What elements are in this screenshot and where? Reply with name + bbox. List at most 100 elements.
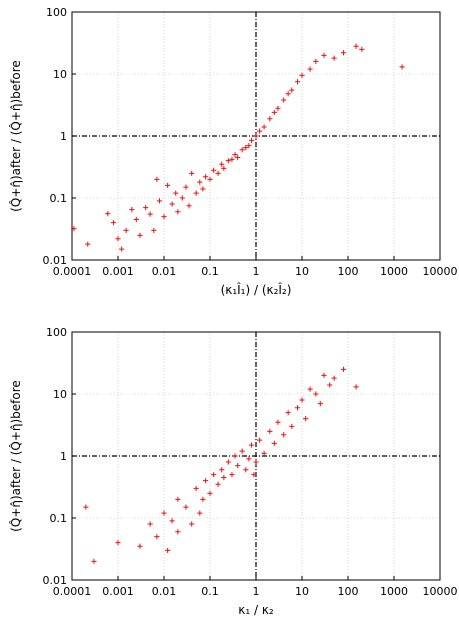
y-axis-label: (Q̂+η̂)after / (Q̂+η̂)before [9,60,23,212]
data-point [281,432,287,438]
data-point [175,496,181,502]
x-tick-label: 10 [295,585,309,598]
data-point [129,206,135,213]
data-point [271,440,277,446]
data-point [257,128,263,134]
data-point [271,109,277,116]
data-point [340,50,347,56]
x-tick-label: 0.01 [152,585,177,598]
data-point [165,182,171,188]
data-point [137,543,143,549]
data-point [186,203,192,209]
data-point [232,453,238,459]
data-point [299,72,305,78]
y-tick-label: 0.1 [50,192,68,205]
y-tick-label: 10 [53,68,67,81]
x-axis-label: κ₁ / κ₂ [238,603,274,617]
scatter-plot-bottom: 0.0001 0.001 0.01 0.1 1 10 100 1000 10000 0.01 0.1… [9,326,458,617]
data-point [331,375,337,381]
data-point [267,428,273,434]
data-point [243,144,249,151]
data-point [193,190,199,196]
data-point [331,55,337,61]
data-point [275,105,281,111]
data-point [165,547,171,554]
data-point [243,467,249,473]
data-point [261,124,267,130]
data-point [225,158,231,164]
x-tick-label: 10000 [423,265,458,278]
data-point [119,246,125,252]
data-point [281,97,287,103]
data-point [257,437,263,443]
data-point [175,529,181,535]
data-point [115,540,121,546]
data-point [313,391,319,397]
data-point [275,419,281,425]
data-point [359,46,365,52]
plot-frame [71,331,441,581]
data-point [251,472,257,478]
data-point [207,490,213,496]
y-tick-label: 100 [46,6,67,19]
data-point [197,179,203,185]
data-point [353,43,359,49]
data-point [169,518,175,524]
data-point [161,214,167,220]
data-point [289,423,295,430]
data-point [200,186,206,192]
y-tick-label: 0.01 [43,574,68,587]
data-point [151,227,157,234]
x-tick-label: 0.0001 [53,265,92,278]
y-tick-label: 0.01 [43,254,68,267]
y-tick-label: 0.1 [50,512,68,525]
data-point [285,91,291,97]
y-tick-label: 100 [46,326,67,339]
data-point [183,504,189,510]
data-point [307,66,313,72]
data-point [294,405,301,411]
x-tick-label: 0.1 [201,585,219,598]
y-tick-label: 10 [53,388,67,401]
data-point [399,64,405,70]
data-point [248,442,255,448]
data-point [143,205,149,211]
data-point [193,485,199,492]
data-point [232,152,238,158]
data-point [197,510,203,516]
x-tick-label: 0.001 [102,585,134,598]
data-point [207,176,213,182]
x-tick-label: 0.0001 [53,585,92,598]
data-point [313,58,319,64]
data-point [83,504,89,510]
x-tick-label: 100 [338,585,359,598]
data-point [317,401,323,407]
data-point [179,195,185,201]
data-point [156,198,163,204]
data-point [202,174,209,180]
data-point [340,366,347,372]
data-point [85,241,91,247]
data-point [261,450,267,457]
data-point [321,372,327,378]
data-point [154,534,160,540]
x-tick-label: 0.1 [201,265,219,278]
scatter-plot-top: 0.0001 0.001 0.01 0.1 1 10 100 1000 10000 0.01 0.1… [9,6,458,297]
data-point [225,459,231,465]
x-tick-label: 1 [253,265,260,278]
data-point [110,220,117,226]
data-point [219,467,225,473]
data-point [91,558,97,564]
data-point [147,521,153,527]
data-point [221,474,227,481]
data-point [321,52,327,58]
data-point [267,116,273,122]
y-axis-label: (Q̂+η̂)after / (Q̂+η̂)before [9,380,23,532]
data-point [115,236,121,242]
x-tick-label: 10000 [423,585,458,598]
data-point [215,170,221,176]
data-point [175,209,181,215]
data-point [105,211,111,217]
data-point [299,397,305,403]
